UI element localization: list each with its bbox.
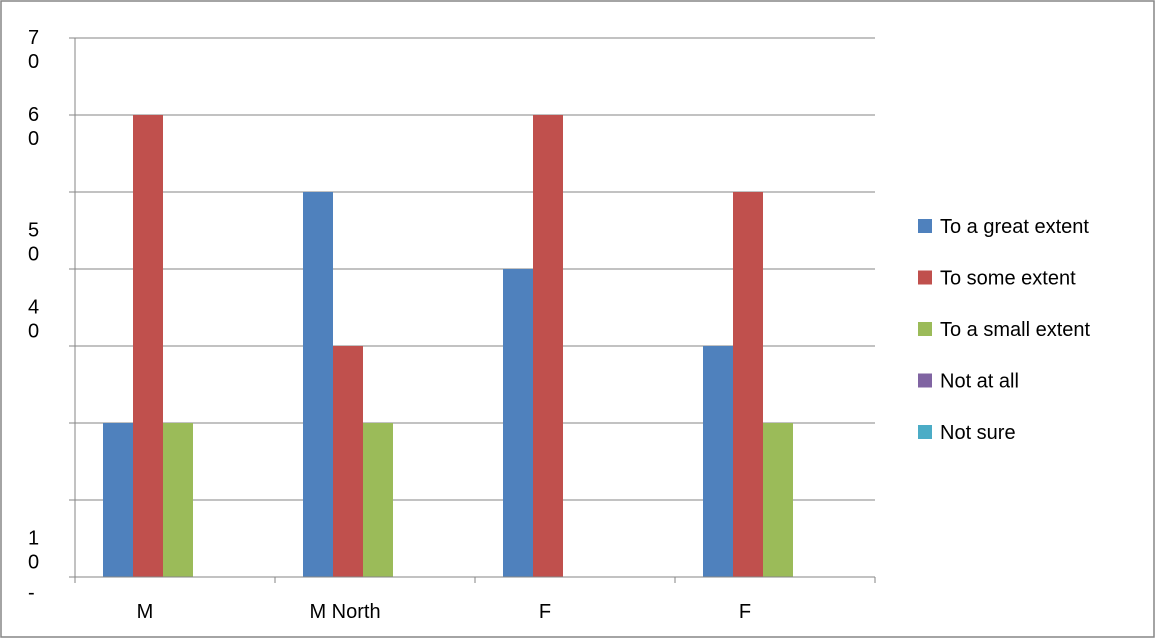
bar-to-a-great-extent-1 [103, 423, 133, 577]
bar-to-a-great-extent-4 [703, 346, 733, 577]
legend-label-to-a-small-extent: To a small extent [940, 319, 1091, 341]
bar-to-a-small-extent-1 [163, 423, 193, 577]
legend-label-not-at-all: Not at all [940, 371, 1019, 393]
x-tick-label: M [137, 601, 154, 623]
legend-swatch-not-sure [918, 425, 932, 439]
y-tick-labels: 7 0 6 0 5 0 4 0 1 0 - [28, 27, 39, 604]
bar-to-a-small-extent-4 [763, 423, 793, 577]
bar-to-a-small-extent-2 [363, 423, 393, 577]
legend-swatch-to-a-great-extent [918, 219, 932, 233]
legend-label-to-some-extent: To some extent [940, 268, 1076, 290]
y-tick-label: - [28, 582, 35, 604]
x-tick-label: F [739, 601, 751, 623]
bar-to-some-extent-1 [133, 115, 163, 577]
legend: To a great extent To some extent To a smal… [918, 216, 1091, 444]
legend-label-not-sure: Not sure [940, 422, 1016, 444]
bar-to-some-extent-2 [333, 346, 363, 577]
legend-swatch-not-at-all [918, 373, 932, 388]
legend-swatch-to-a-small-extent [918, 322, 932, 336]
bar-to-some-extent-3 [533, 115, 563, 577]
x-tick-labels: M M North F F [137, 601, 751, 623]
bar-to-some-extent-4 [733, 192, 763, 577]
bar-to-a-great-extent-3 [503, 269, 533, 577]
legend-swatch-to-some-extent [918, 270, 932, 285]
x-tick-label: F [539, 601, 551, 623]
x-tick-label: M North [309, 601, 380, 623]
bars [103, 115, 793, 577]
bar-to-a-great-extent-2 [303, 192, 333, 577]
legend-label-to-a-great-extent: To a great extent [940, 216, 1089, 238]
axes [69, 37, 876, 583]
